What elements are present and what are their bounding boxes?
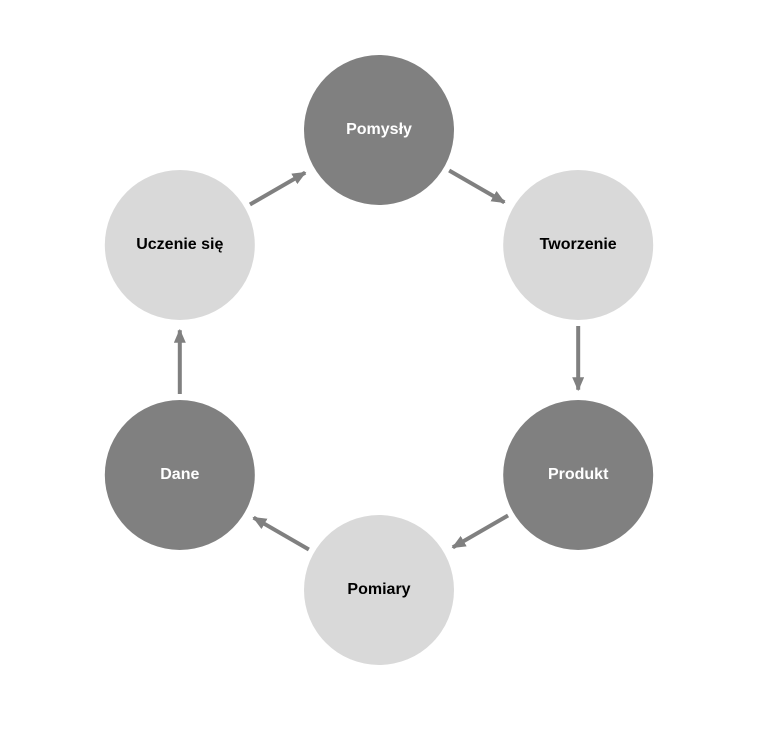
cycle-node-dane: Dane [105,400,255,550]
cycle-node-label: Produkt [548,466,609,483]
cycle-node-label: Pomysły [346,121,412,138]
cycle-arrow [449,171,504,203]
cycle-diagram: Pomysły Tworzenie Produkt Pomiary Dane Uczeni… [0,0,758,732]
cycle-node-label: Tworzenie [540,236,617,253]
cycle-arrow [453,516,508,548]
cycle-node-label: Dane [160,466,199,483]
cycle-node-uczenie: Uczenie się [105,170,255,320]
cycle-arrow [250,173,305,205]
cycle-node-label: Pomiary [347,581,410,598]
cycle-node-pomysly: Pomysły [304,55,454,205]
cycle-node-pomiary: Pomiary [304,515,454,665]
cycle-arrow [254,518,309,550]
cycle-node-tworzenie: Tworzenie [503,170,653,320]
cycle-node-produkt: Produkt [503,400,653,550]
cycle-node-label: Uczenie się [136,236,223,253]
